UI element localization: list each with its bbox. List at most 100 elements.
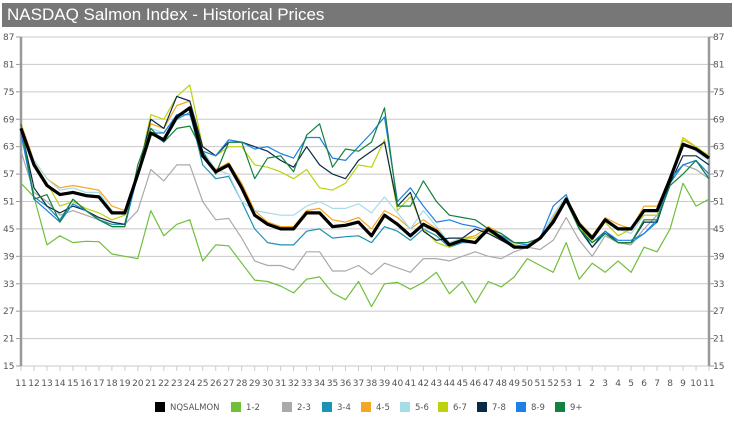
gridlines: [21, 36, 709, 367]
x-tick-label: 21: [145, 379, 156, 389]
x-tick-label: 51: [535, 379, 546, 389]
legend-item-7-8[interactable]: 7-8: [477, 402, 506, 413]
legend-item-5-6[interactable]: 5-6: [400, 402, 429, 413]
series-line-nqsalmon: [19, 106, 710, 249]
legend-label: 9+: [570, 403, 583, 413]
legend-swatch: [361, 402, 371, 412]
x-tick-label: 2: [589, 379, 595, 389]
y-tick-label: 21: [3, 335, 14, 345]
legend-item-2-3[interactable]: 2-3: [282, 402, 311, 413]
x-tick-label: 36: [340, 379, 352, 389]
legend-swatch: [322, 402, 332, 412]
x-tick-label: 4: [615, 379, 621, 389]
y-tick-label: 87: [3, 33, 14, 43]
legend-item-6-7[interactable]: 6-7: [438, 402, 467, 413]
x-tick-label: 49: [509, 379, 521, 389]
x-tick-label: 11: [703, 379, 714, 389]
y-tick-label: 57: [3, 170, 14, 180]
x-tick-label: 43: [431, 379, 442, 389]
legend: NQSALMON 1-2 2-3 3-4 4-5 5-6 6-7 7-8 8-9 9+: [155, 402, 583, 413]
legend-label: 5-6: [415, 403, 429, 413]
legend-swatch: [477, 402, 487, 412]
y-tick-label-right: 69: [713, 115, 725, 125]
legend-label: NQSALMON: [170, 403, 220, 413]
legend-label: 1-2: [246, 403, 260, 413]
legend-item-4-5[interactable]: 4-5: [361, 402, 390, 413]
y-tick-label: 27: [3, 307, 14, 317]
y-tick-label-right: 63: [713, 143, 724, 153]
y-tick-label: 33: [3, 280, 14, 290]
x-tick-label: 24: [184, 379, 196, 389]
y-tick-label-right: 45: [713, 225, 724, 235]
legend-item-8-9[interactable]: 8-9: [516, 402, 545, 413]
y-tick-label-right: 39: [713, 252, 725, 262]
x-tick-label: 16: [80, 379, 92, 389]
x-tick-label: 18: [106, 379, 118, 389]
legend-swatch: [516, 402, 526, 412]
x-tick-label: 38: [366, 379, 378, 389]
x-tick-label: 41: [405, 379, 416, 389]
legend-swatch: [155, 402, 165, 412]
legend-swatch: [282, 402, 292, 412]
y-tick-label-right: 57: [713, 170, 724, 180]
x-tick-label: 44: [444, 379, 456, 389]
legend-label: 8-9: [531, 403, 545, 413]
x-tick-label: 27: [223, 379, 234, 389]
series-lines: [19, 84, 710, 308]
x-tick-label: 33: [301, 379, 312, 389]
x-tick-label: 6: [641, 379, 647, 389]
legend-item-nqsalmon[interactable]: NQSALMON: [155, 402, 220, 413]
x-tick-label: 14: [54, 379, 66, 389]
x-tick-label: 22: [158, 379, 169, 389]
y-tick-label-right: 87: [713, 33, 724, 43]
y-tick-label: 51: [3, 198, 14, 208]
x-tick-label: 46: [470, 379, 482, 389]
legend-swatch: [400, 402, 410, 412]
legend-label: 2-3: [297, 403, 311, 413]
legend-label: 4-5: [376, 403, 390, 413]
x-tick-label: 34: [314, 379, 326, 389]
y-tick-label-right: 33: [713, 280, 724, 290]
x-tick-label: 42: [418, 379, 429, 389]
x-tick-label: 39: [379, 379, 391, 389]
x-tick-label: 25: [197, 379, 208, 389]
y-tick-label: 75: [3, 88, 14, 98]
legend-label: 7-8: [492, 403, 506, 413]
x-tick-label: 19: [119, 379, 131, 389]
chart-title: NASDAQ Salmon Index - Historical Prices: [2, 3, 732, 27]
x-tick-label: 31: [275, 379, 286, 389]
x-tick-label: 32: [288, 379, 299, 389]
x-tick-label: 30: [262, 379, 274, 389]
x-tick-label: 28: [236, 379, 248, 389]
x-tick-label: 52: [547, 379, 558, 389]
legend-label: 6-7: [453, 403, 467, 413]
x-tick-label: 3: [602, 379, 608, 389]
legend-item-1-2[interactable]: 1-2: [231, 402, 260, 413]
x-tick-label: 17: [93, 379, 104, 389]
x-tick-label: 29: [249, 379, 261, 389]
y-tick-label-right: 75: [713, 88, 724, 98]
series-line-2-3: [20, 151, 710, 276]
x-tick-label: 45: [457, 379, 468, 389]
x-tick-label: 53: [560, 379, 571, 389]
legend-item-3-4[interactable]: 3-4: [322, 402, 351, 413]
y-tick-label: 69: [3, 115, 15, 125]
x-tick-label: 37: [353, 379, 364, 389]
x-tick-label: 1: [576, 379, 582, 389]
legend-swatch: [438, 402, 448, 412]
y-tick-label-right: 21: [713, 335, 724, 345]
x-tick-label: 35: [327, 379, 338, 389]
legend-swatch: [231, 402, 241, 412]
series-line-9-: [20, 107, 710, 244]
y-tick-label: 63: [3, 143, 14, 153]
y-tick-label-right: 15: [713, 362, 724, 372]
x-tick-label: 47: [483, 379, 494, 389]
x-tick-label: 50: [522, 379, 534, 389]
legend-item-9-[interactable]: 9+: [555, 402, 583, 413]
y-tick-label: 15: [3, 362, 14, 372]
y-tick-label-right: 27: [713, 307, 724, 317]
y-tick-label: 45: [3, 225, 14, 235]
x-tick-label: 11: [15, 379, 26, 389]
